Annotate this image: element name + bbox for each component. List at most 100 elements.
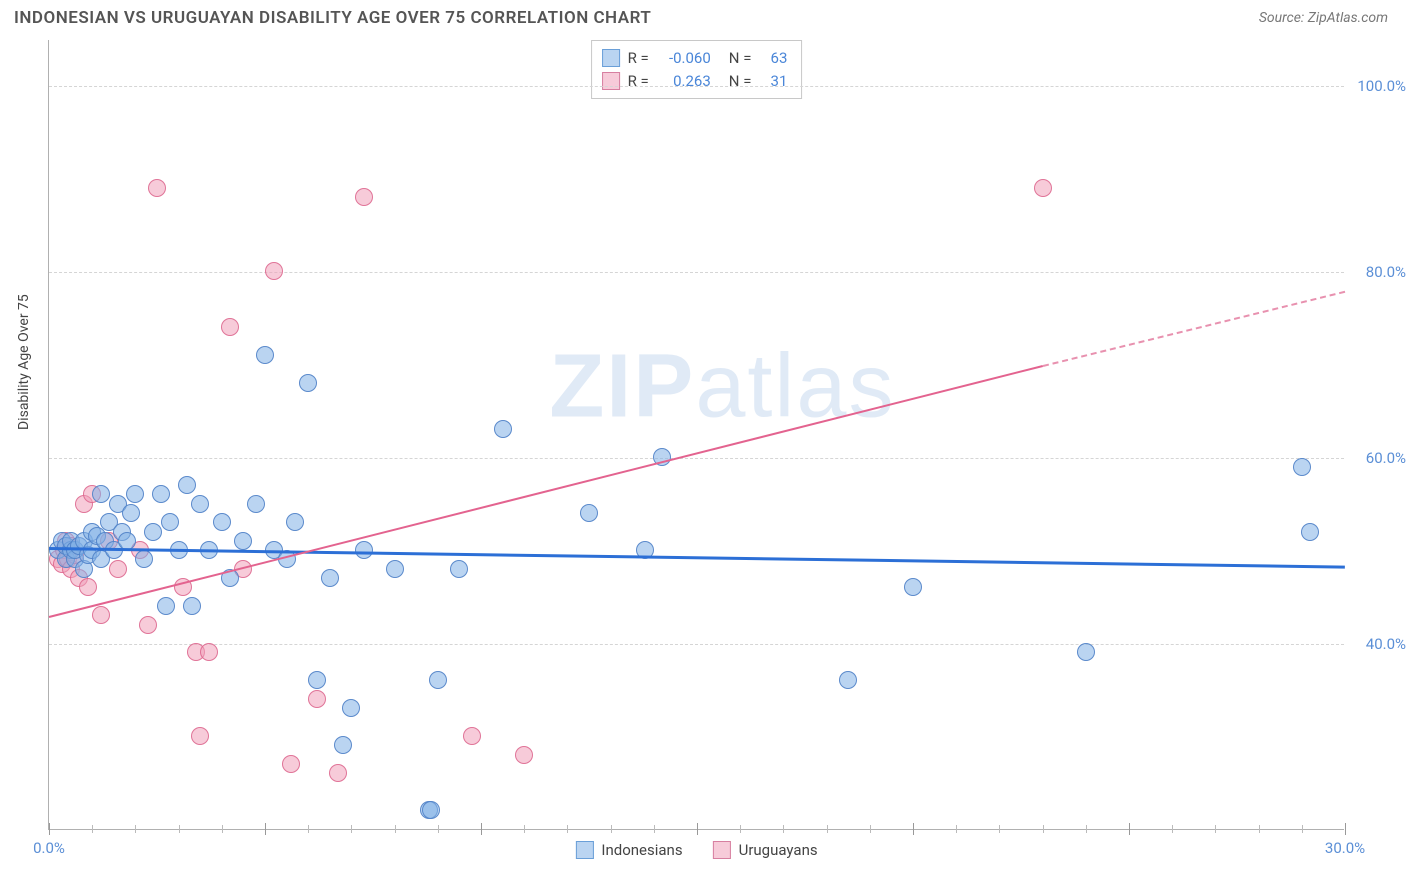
data-point bbox=[1301, 523, 1319, 541]
legend-swatch bbox=[575, 841, 593, 859]
stat-r-value: 0.263 bbox=[657, 70, 711, 93]
stat-n-value: 63 bbox=[759, 47, 787, 70]
legend-item: Uruguayans bbox=[713, 841, 818, 859]
data-point bbox=[161, 513, 179, 531]
data-point bbox=[1077, 643, 1095, 661]
x-tick-minor bbox=[395, 825, 396, 833]
legend-label: Indonesians bbox=[601, 841, 682, 859]
data-point bbox=[213, 513, 231, 531]
gridline bbox=[49, 644, 1344, 645]
x-tick-minor bbox=[524, 825, 525, 833]
regression-line bbox=[1042, 291, 1345, 367]
x-tick-label: 30.0% bbox=[1325, 839, 1365, 857]
x-tick-major bbox=[481, 823, 482, 835]
data-point bbox=[342, 699, 360, 717]
data-point bbox=[355, 541, 373, 559]
data-point bbox=[839, 671, 857, 689]
x-tick-label: 0.0% bbox=[33, 839, 65, 857]
x-tick-minor bbox=[870, 825, 871, 833]
correlation-stats-box: R = -0.060 N = 63R = 0.263 N = 31 bbox=[591, 40, 803, 99]
x-tick-minor bbox=[740, 825, 741, 833]
x-tick-minor bbox=[1302, 825, 1303, 833]
y-tick-label: 80.0% bbox=[1366, 263, 1406, 281]
stat-r-value: -0.060 bbox=[657, 47, 711, 70]
data-point bbox=[286, 513, 304, 531]
data-point bbox=[200, 643, 218, 661]
data-point bbox=[144, 523, 162, 541]
data-point bbox=[1293, 458, 1311, 476]
legend-item: Indonesians bbox=[575, 841, 682, 859]
x-tick-minor bbox=[827, 825, 828, 833]
data-point bbox=[329, 764, 347, 782]
legend: Indonesians Uruguayans bbox=[575, 841, 817, 859]
data-point bbox=[450, 560, 468, 578]
stat-r-label: R = bbox=[628, 70, 649, 93]
x-tick-minor bbox=[999, 825, 1000, 833]
data-point bbox=[580, 504, 598, 522]
x-tick-minor bbox=[611, 825, 612, 833]
data-point bbox=[135, 550, 153, 568]
x-tick-minor bbox=[92, 825, 93, 833]
data-point bbox=[299, 374, 317, 392]
legend-label: Uruguayans bbox=[739, 841, 818, 859]
gridline bbox=[49, 272, 1344, 273]
data-point bbox=[422, 801, 440, 819]
y-tick-label: 40.0% bbox=[1366, 635, 1406, 653]
data-point bbox=[234, 532, 252, 550]
data-point bbox=[355, 188, 373, 206]
x-tick-minor bbox=[438, 825, 439, 833]
data-point bbox=[157, 597, 175, 615]
x-tick-major bbox=[265, 823, 266, 835]
x-tick-major bbox=[1129, 823, 1130, 835]
data-point bbox=[282, 755, 300, 773]
stat-n-value: 31 bbox=[759, 70, 787, 93]
x-tick-minor bbox=[1259, 825, 1260, 833]
gridline bbox=[49, 86, 1344, 87]
data-point bbox=[109, 560, 127, 578]
x-tick-minor bbox=[222, 825, 223, 833]
data-point bbox=[152, 485, 170, 503]
x-tick-minor bbox=[1172, 825, 1173, 833]
data-point bbox=[126, 485, 144, 503]
data-point bbox=[463, 727, 481, 745]
data-point bbox=[139, 616, 157, 634]
x-tick-minor bbox=[956, 825, 957, 833]
y-tick-label: 100.0% bbox=[1357, 77, 1406, 95]
data-point bbox=[904, 578, 922, 596]
data-point bbox=[122, 504, 140, 522]
x-tick-major bbox=[49, 823, 50, 835]
data-point bbox=[247, 495, 265, 513]
watermark: ZIPatlas bbox=[549, 336, 895, 439]
data-point bbox=[265, 262, 283, 280]
regression-line bbox=[49, 365, 1043, 618]
data-point bbox=[183, 597, 201, 615]
x-tick-minor bbox=[1043, 825, 1044, 833]
x-tick-minor bbox=[351, 825, 352, 833]
data-point bbox=[92, 485, 110, 503]
x-tick-minor bbox=[1215, 825, 1216, 833]
x-tick-major bbox=[913, 823, 914, 835]
x-tick-minor bbox=[567, 825, 568, 833]
data-point bbox=[1034, 179, 1052, 197]
x-tick-major bbox=[1345, 823, 1346, 835]
data-point bbox=[79, 578, 97, 596]
data-point bbox=[308, 671, 326, 689]
x-tick-minor bbox=[135, 825, 136, 833]
stats-row: R = 0.263 N = 31 bbox=[602, 70, 788, 93]
x-tick-minor bbox=[654, 825, 655, 833]
data-point bbox=[515, 746, 533, 764]
stat-n-label: N = bbox=[729, 47, 752, 70]
chart-title: INDONESIAN VS URUGUAYAN DISABILITY AGE O… bbox=[14, 8, 651, 28]
stat-n-label: N = bbox=[729, 70, 752, 93]
data-point bbox=[308, 690, 326, 708]
data-point bbox=[334, 736, 352, 754]
data-point bbox=[178, 476, 196, 494]
data-point bbox=[256, 346, 274, 364]
legend-swatch bbox=[713, 841, 731, 859]
data-point bbox=[191, 495, 209, 513]
data-point bbox=[221, 318, 239, 336]
y-axis-label: Disability Age Over 75 bbox=[16, 294, 32, 430]
data-point bbox=[429, 671, 447, 689]
x-tick-minor bbox=[179, 825, 180, 833]
scatter-chart: ZIPatlas R =-0.060N =63R = 0.263N =31 In… bbox=[48, 40, 1344, 830]
